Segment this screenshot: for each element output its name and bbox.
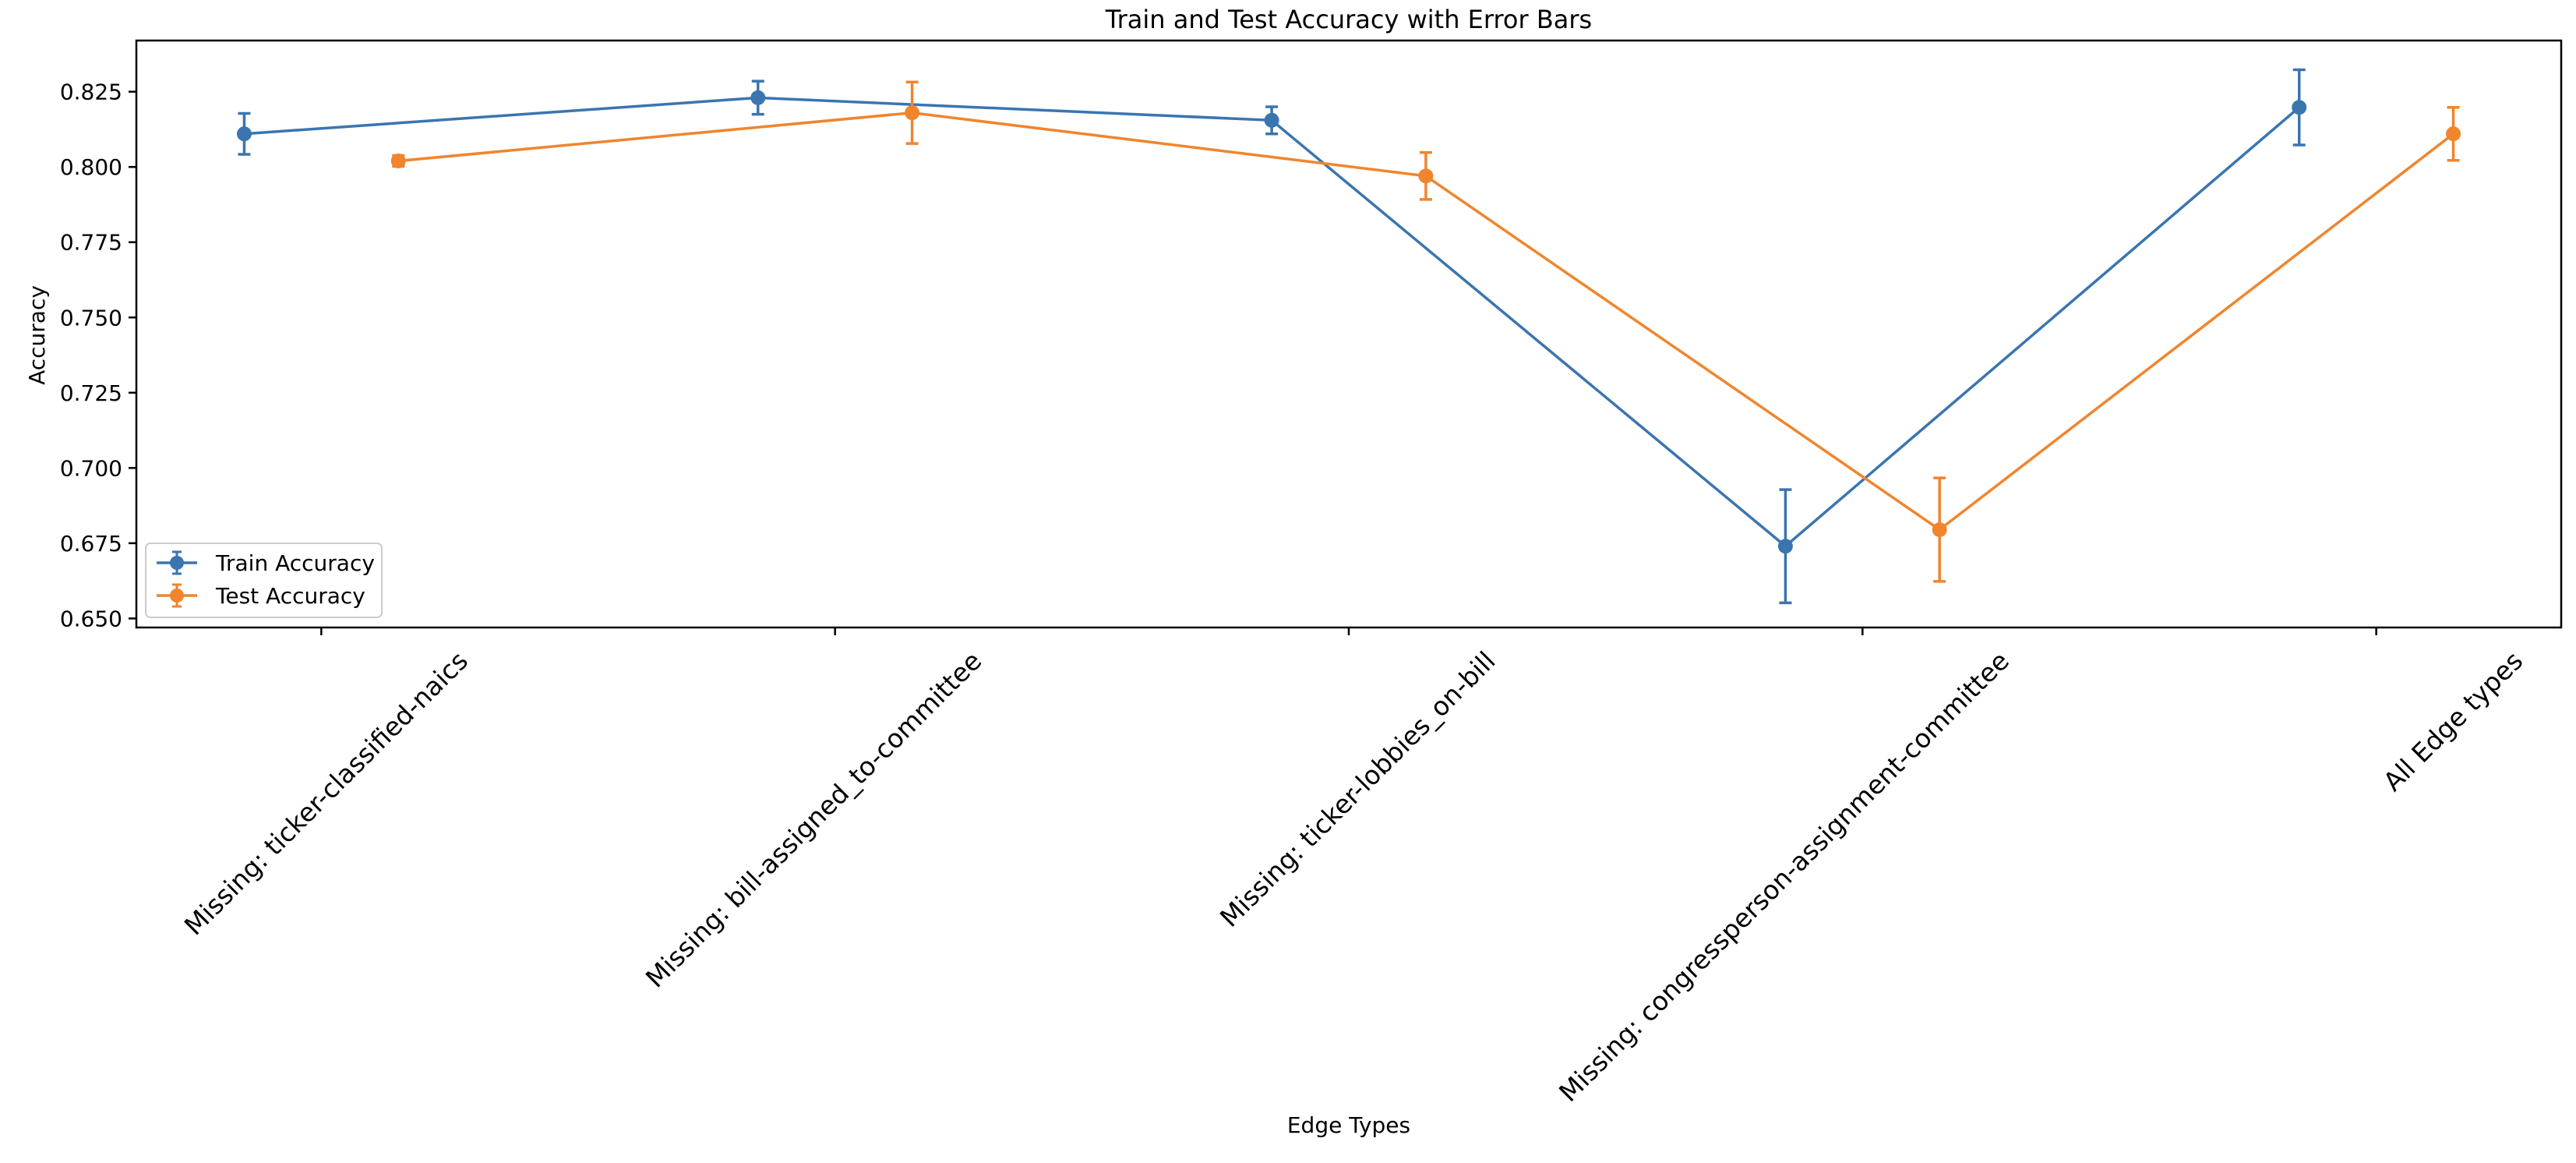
y-tick-label: 0.800 bbox=[60, 154, 122, 180]
data-point bbox=[236, 126, 252, 142]
data-point bbox=[1932, 522, 1947, 537]
x-axis-label: Edge Types bbox=[1287, 1112, 1410, 1138]
y-tick-label: 0.700 bbox=[60, 455, 122, 481]
y-tick-label: 0.750 bbox=[60, 305, 122, 331]
data-point bbox=[390, 153, 406, 168]
y-tick-label: 0.675 bbox=[60, 531, 122, 557]
y-tick-label: 0.650 bbox=[60, 606, 122, 631]
y-tick-label: 0.775 bbox=[60, 230, 122, 256]
data-point bbox=[2292, 100, 2307, 115]
data-point bbox=[1264, 112, 1279, 128]
legend-marker bbox=[170, 589, 184, 603]
data-point bbox=[750, 90, 766, 105]
plot-frame bbox=[135, 39, 2563, 629]
data-point bbox=[2446, 126, 2461, 142]
legend: Train Accuracy Test Accuracy bbox=[145, 543, 383, 618]
y-tick-label: 0.825 bbox=[60, 80, 122, 105]
data-point bbox=[1418, 168, 1434, 184]
data-point bbox=[905, 105, 920, 121]
y-axis-label: Accuracy bbox=[24, 285, 50, 385]
data-point bbox=[1777, 539, 1793, 554]
legend-label: Train Accuracy bbox=[215, 550, 375, 576]
legend-marker bbox=[170, 556, 184, 570]
legend-label: Test Accuracy bbox=[215, 583, 365, 609]
chart-title: Train and Test Accuracy with Error Bars bbox=[1105, 5, 1592, 34]
legend-box bbox=[145, 543, 383, 618]
y-tick-label: 0.725 bbox=[60, 380, 122, 406]
